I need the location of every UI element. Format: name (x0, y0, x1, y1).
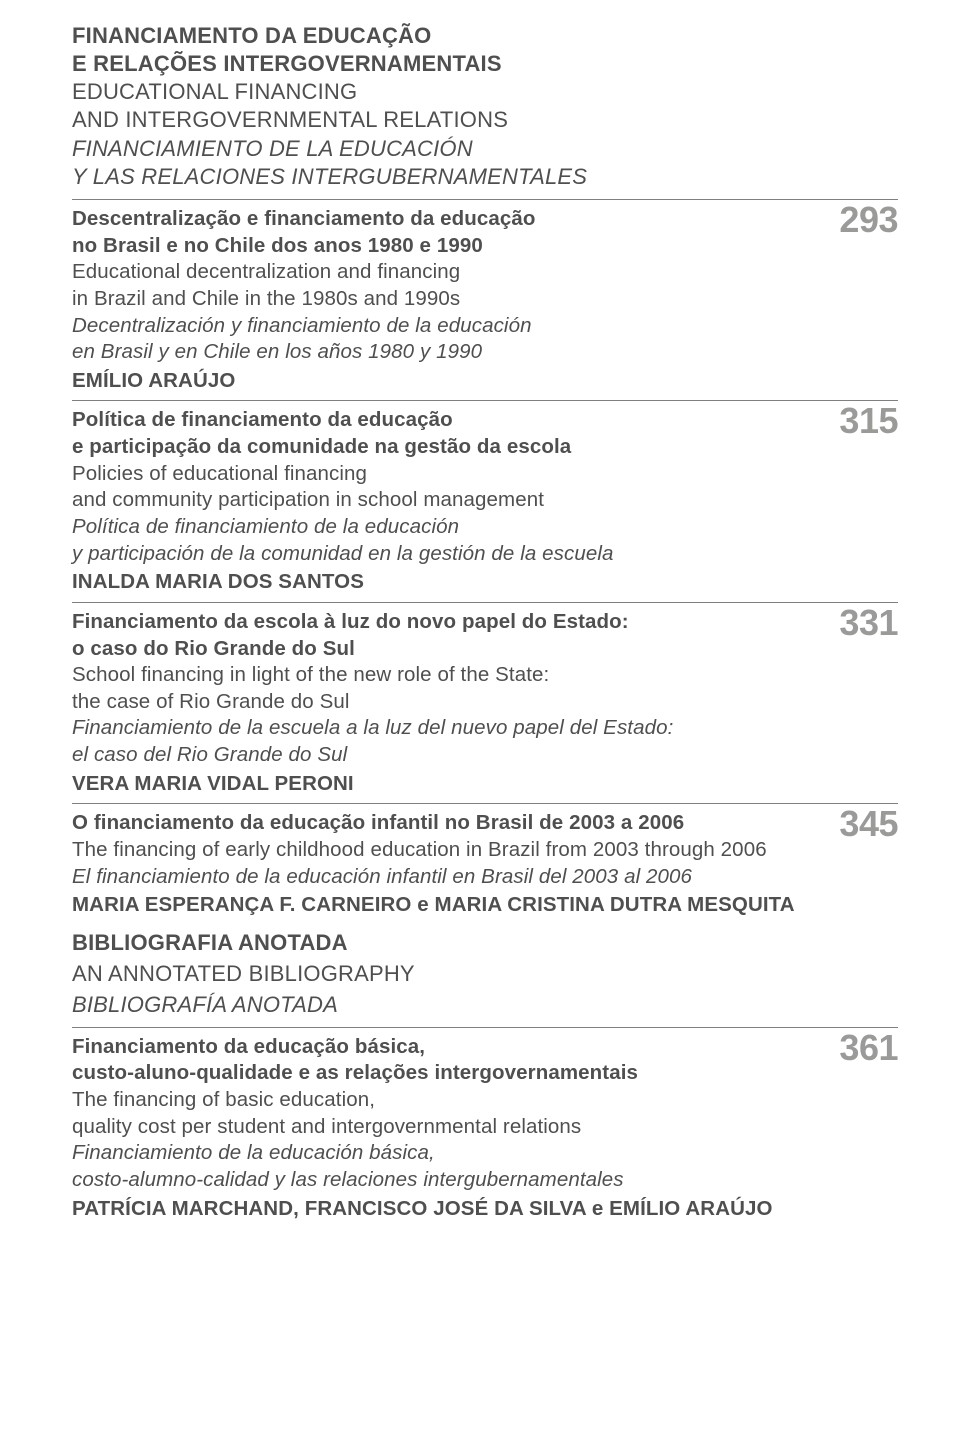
section-header: FINANCIAMENTO DA EDUCAÇÃO E RELAÇÕES INT… (72, 22, 898, 191)
section-title-es-2: Y LAS RELACIONES INTERGUBERNAMENTALES (72, 163, 898, 191)
toc-page: FINANCIAMENTO DA EDUCAÇÃO E RELAÇÕES INT… (0, 0, 960, 1456)
entry-text: O financiamento da educação infantil no … (72, 810, 819, 919)
entry-author: PATRÍCIA MARCHAND, FRANCISCO JOSÉ DA SIL… (72, 1196, 819, 1223)
toc-entry: Financiamento da escola à luz do novo pa… (72, 602, 898, 803)
toc-entry: Descentralização e financiamento da educ… (72, 199, 898, 400)
entry-page-number: 345 (839, 806, 898, 842)
entry-text: Financiamento da educação básica, custo-… (72, 1034, 819, 1222)
entry-title-pt-1: Financiamento da educação básica, (72, 1034, 819, 1061)
entry-page-number: 315 (839, 403, 898, 439)
entry-title-es-2: costo-alumno-calidad y las relaciones in… (72, 1167, 819, 1194)
entry-title-en-1: Policies of educational financing (72, 461, 819, 488)
entry-author: INALDA MARIA DOS SANTOS (72, 569, 819, 596)
entry-title-en-2: and community participation in school ma… (72, 487, 819, 514)
entry-title-pt-1: Financiamento da escola à luz do novo pa… (72, 609, 819, 636)
entry-title-es-1: Decentralización y financiamiento de la … (72, 313, 819, 340)
entry-page-number: 361 (839, 1030, 898, 1066)
toc-entry: O financiamento da educação infantil no … (72, 803, 898, 925)
entry-title-es-1: Financiamiento de la educación básica, (72, 1140, 819, 1167)
section-title-en-2: AND INTERGOVERNMENTAL RELATIONS (72, 106, 898, 134)
entry-title-es-2: el caso del Rio Grande do Sul (72, 742, 819, 769)
biblio-title-en: AN ANNOTATED BIBLIOGRAPHY (72, 958, 898, 989)
entry-title-pt-2: e participação da comunidade na gestão d… (72, 434, 819, 461)
section-title-es-1: FINANCIAMIENTO DE LA EDUCACIÓN (72, 135, 898, 163)
entry-title-es-2: y participación de la comunidad en la ge… (72, 541, 819, 568)
entry-title-es-1: El financiamiento de la educación infant… (72, 864, 819, 891)
entry-title-pt-2: no Brasil e no Chile dos anos 1980 e 199… (72, 233, 819, 260)
entry-title-en-1: School financing in light of the new rol… (72, 662, 819, 689)
entry-title-en-1: The financing of basic education, (72, 1087, 819, 1114)
entry-text: Política de financiamento da educação e … (72, 407, 819, 595)
entry-page-number: 331 (839, 605, 898, 641)
entry-text: Financiamento da escola à luz do novo pa… (72, 609, 819, 797)
entry-title-pt-2: o caso do Rio Grande do Sul (72, 636, 819, 663)
entry-title-en-1: Educational decentralization and financi… (72, 259, 819, 286)
entry-page-number: 293 (839, 202, 898, 238)
toc-entry: Política de financiamento da educação e … (72, 400, 898, 601)
entry-title-en-1: The financing of early childhood educati… (72, 837, 819, 864)
section-title-pt-1: FINANCIAMENTO DA EDUCAÇÃO (72, 22, 898, 50)
entry-author: MARIA ESPERANÇA F. CARNEIRO e MARIA CRIS… (72, 892, 819, 919)
section-title-pt-2: E RELAÇÕES INTERGOVERNAMENTAIS (72, 50, 898, 78)
biblio-section-header: BIBLIOGRAFIA ANOTADA AN ANNOTATED BIBLIO… (72, 927, 898, 1021)
entry-title-es-1: Financiamiento de la escuela a la luz de… (72, 715, 819, 742)
entry-title-pt-1: Política de financiamento da educação (72, 407, 819, 434)
entry-author: EMÍLIO ARAÚJO (72, 368, 819, 395)
entry-title-pt-1: O financiamento da educação infantil no … (72, 810, 819, 837)
entry-title-en-2: in Brazil and Chile in the 1980s and 199… (72, 286, 819, 313)
toc-entry: Financiamento da educação básica, custo-… (72, 1027, 898, 1228)
biblio-title-pt: BIBLIOGRAFIA ANOTADA (72, 927, 898, 958)
entry-author: VERA MARIA VIDAL PERONI (72, 771, 819, 798)
entry-title-pt-1: Descentralização e financiamento da educ… (72, 206, 819, 233)
entry-title-es-2: en Brasil y en Chile en los años 1980 y … (72, 339, 819, 366)
entry-text: Descentralização e financiamento da educ… (72, 206, 819, 394)
entry-title-pt-2: custo-aluno-qualidade e as relações inte… (72, 1060, 819, 1087)
entry-title-en-2: quality cost per student and intergovern… (72, 1114, 819, 1141)
entry-title-es-1: Política de financiamiento de la educaci… (72, 514, 819, 541)
biblio-title-es: BIBLIOGRAFÍA ANOTADA (72, 989, 898, 1020)
section-title-en-1: EDUCATIONAL FINANCING (72, 78, 898, 106)
entry-title-en-2: the case of Rio Grande do Sul (72, 689, 819, 716)
